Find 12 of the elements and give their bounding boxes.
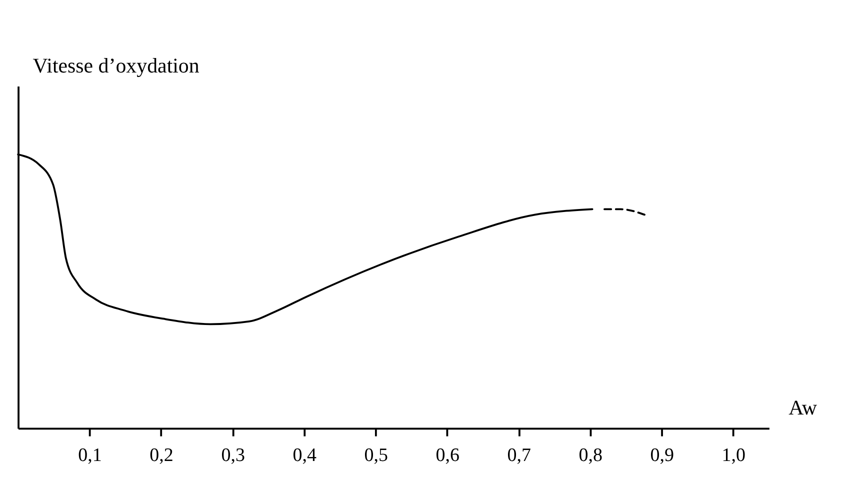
- x-tick-label: 0,7: [507, 445, 532, 466]
- x-tick-label: 0,9: [650, 445, 674, 466]
- x-tick-label: 0,8: [578, 445, 603, 466]
- x-tick-label: 0,4: [292, 445, 317, 466]
- x-tick-label: 0,3: [221, 445, 245, 466]
- x-tick-label: 0,5: [364, 445, 388, 466]
- x-tick-label: 0,2: [150, 445, 174, 466]
- x-axis-title: Aw: [788, 395, 817, 420]
- x-tick-label: 0,6: [436, 445, 460, 466]
- x-tick-label: 1,0: [722, 445, 746, 466]
- y-axis-title: Vitesse d’oxydation: [32, 53, 200, 78]
- x-tick-label: 0,1: [78, 445, 102, 466]
